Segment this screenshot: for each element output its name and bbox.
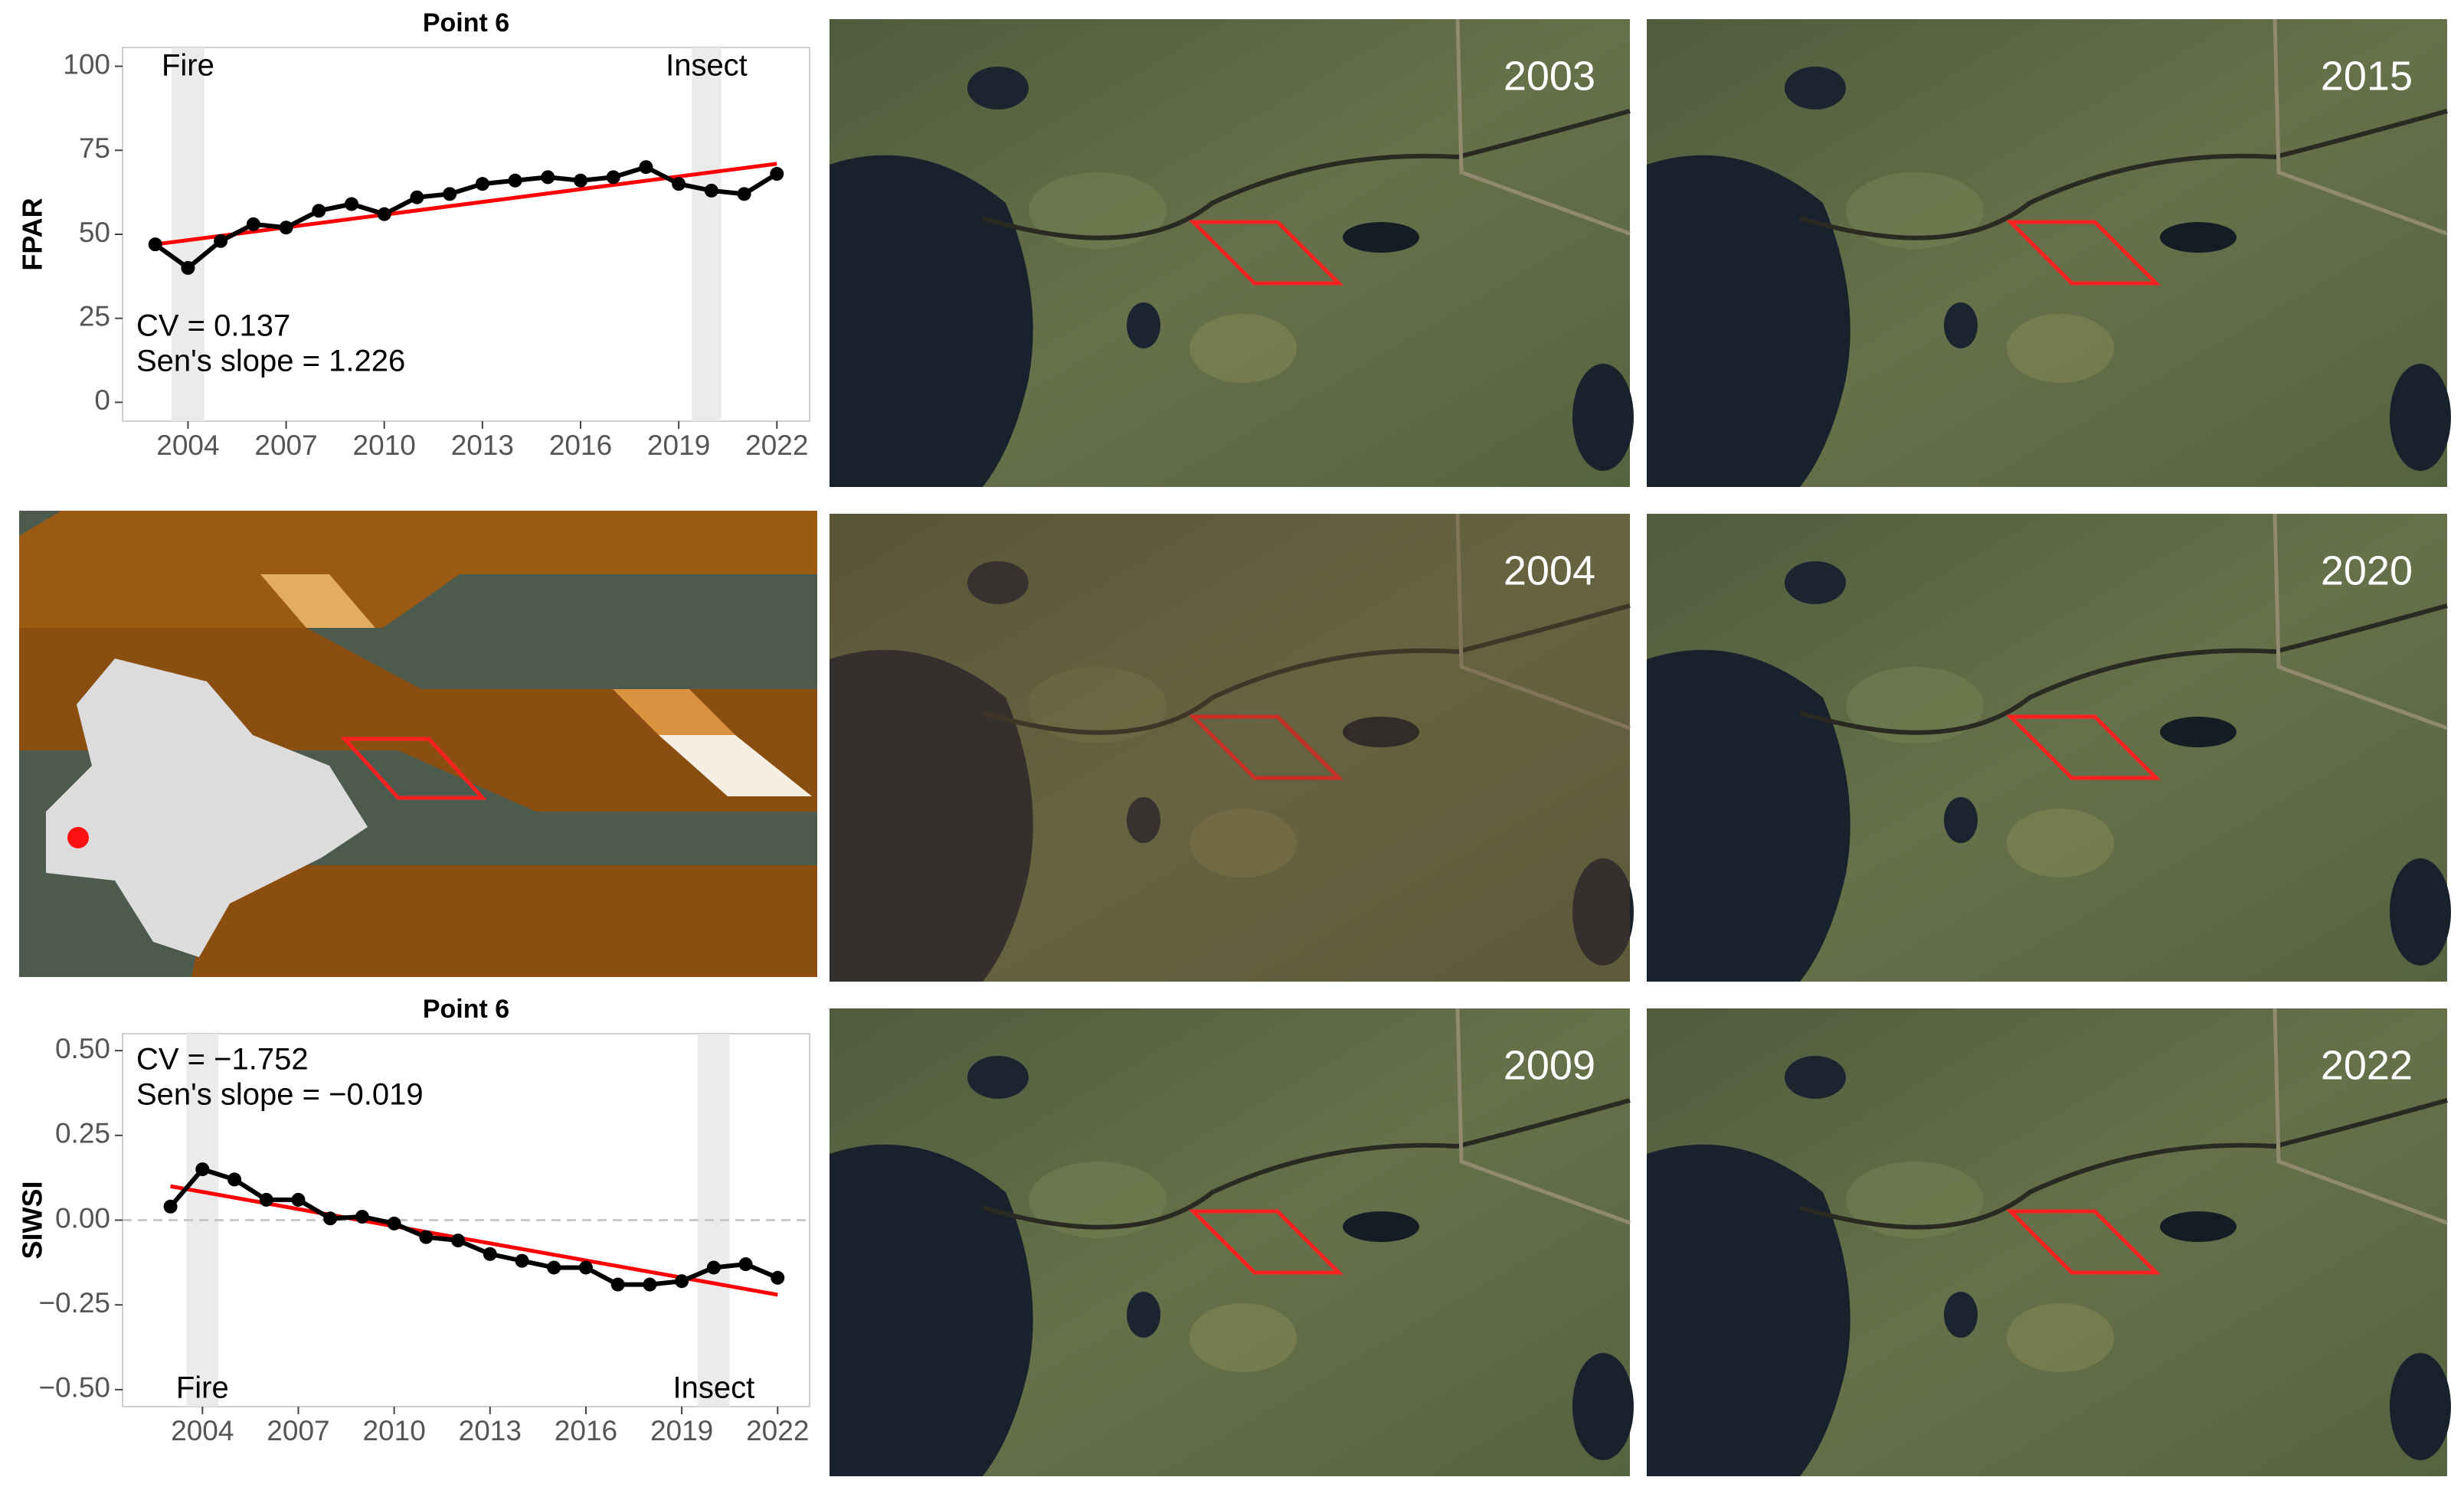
data-point [738, 1257, 753, 1272]
trend-line [155, 162, 777, 247]
y-tick-label: 100 [63, 48, 110, 80]
x-tick-label: 2007 [254, 430, 317, 461]
chart-title: Point 6 [423, 8, 509, 38]
year-label: 2009 [1504, 1042, 1595, 1088]
satellite-image: 2009 [830, 1008, 1634, 1476]
y-tick-label: −0.25 [38, 1287, 110, 1319]
x-tick-label: 2019 [650, 1415, 713, 1446]
event-label: Insect [672, 1371, 754, 1405]
data-point [377, 207, 391, 221]
satellite-image: 2003 [830, 19, 1634, 487]
data-point [483, 1247, 497, 1261]
x-tick-label: 2010 [362, 1415, 425, 1446]
data-point [279, 221, 293, 235]
annotation: CV = −1.752 [136, 1043, 309, 1077]
data-point [606, 170, 620, 185]
year-label: 2003 [1504, 53, 1595, 99]
x-tick-label: 2004 [156, 430, 219, 461]
y-tick-label: 0.00 [55, 1202, 110, 1234]
x-tick-label: 2019 [647, 430, 710, 461]
data-point [704, 183, 718, 198]
y-tick-label: 75 [79, 132, 110, 164]
y-tick-label: 25 [79, 300, 110, 332]
event-label: Fire [176, 1371, 229, 1405]
data-point [541, 170, 555, 185]
data-point [312, 204, 326, 218]
data-point [574, 173, 587, 188]
x-tick-label: 2010 [353, 430, 416, 461]
data-point [246, 217, 260, 231]
data-point [737, 187, 751, 201]
data-point [451, 1234, 466, 1248]
x-tick-label: 2013 [451, 430, 514, 461]
data-point [345, 197, 358, 211]
y-tick-label: 0.25 [55, 1118, 110, 1149]
chart-title: Point 6 [423, 995, 509, 1024]
y-tick-label: 0 [94, 384, 110, 416]
y-tick-label: 0.50 [55, 1033, 110, 1064]
event-label: Insect [666, 49, 748, 83]
y-tick-label: 50 [79, 217, 110, 248]
x-tick-label: 2004 [171, 1415, 234, 1446]
data-point [227, 1172, 242, 1187]
data-point [163, 1199, 178, 1214]
satellite-image: 2015 [1647, 19, 2451, 487]
trend-line [170, 1184, 778, 1297]
data-point [675, 1274, 689, 1289]
data-point [259, 1192, 273, 1207]
shaded-period [172, 47, 205, 421]
data-point [639, 160, 653, 175]
data-point [419, 1230, 434, 1244]
x-tick-label: 2007 [267, 1415, 329, 1446]
data-point [508, 173, 522, 188]
x-tick-label: 2022 [746, 1415, 809, 1446]
data-point [475, 177, 489, 191]
year-label: 2004 [1504, 547, 1595, 593]
data-point [181, 260, 195, 275]
data-point [148, 237, 162, 252]
x-tick-label: 2016 [555, 1415, 617, 1446]
data-point [443, 187, 457, 201]
x-tick-label: 2013 [459, 1415, 522, 1446]
data-point [770, 167, 784, 181]
data-point [214, 234, 228, 248]
data-point [195, 1162, 210, 1177]
y-tick-label: −0.50 [38, 1372, 110, 1404]
data-point [771, 1270, 785, 1285]
data-point [706, 1260, 721, 1275]
x-tick-label: 2022 [745, 430, 808, 461]
event-label: Fire [162, 49, 214, 83]
data-point [291, 1192, 306, 1207]
annotation: Sen's slope = 1.226 [136, 345, 405, 378]
map-panel [19, 511, 817, 977]
year-label: 2022 [2321, 1042, 2413, 1088]
data-point [578, 1260, 593, 1275]
data-point [610, 1277, 625, 1292]
x-tick-label: 2016 [549, 430, 612, 461]
data-point [515, 1253, 529, 1268]
year-label: 2015 [2321, 53, 2413, 99]
data-point [547, 1260, 561, 1275]
y-axis-label: SIWSI [17, 1181, 48, 1259]
annotation: Sen's slope = −0.019 [136, 1078, 424, 1112]
data-point [672, 177, 686, 191]
satellite-image: 2022 [1647, 1008, 2451, 1476]
annotation: CV = 0.137 [136, 309, 290, 343]
shaded-period [692, 47, 722, 421]
data-point [355, 1210, 369, 1224]
satellite-image: 2004 [830, 514, 1634, 982]
data-point [643, 1277, 657, 1292]
satellite-image: 2020 [1647, 514, 2451, 982]
data-point [410, 190, 424, 204]
image-tint [830, 514, 1630, 982]
y-axis-label: FPAR [17, 198, 48, 270]
year-label: 2020 [2321, 547, 2413, 593]
data-point [323, 1211, 338, 1226]
data-point [387, 1216, 401, 1230]
